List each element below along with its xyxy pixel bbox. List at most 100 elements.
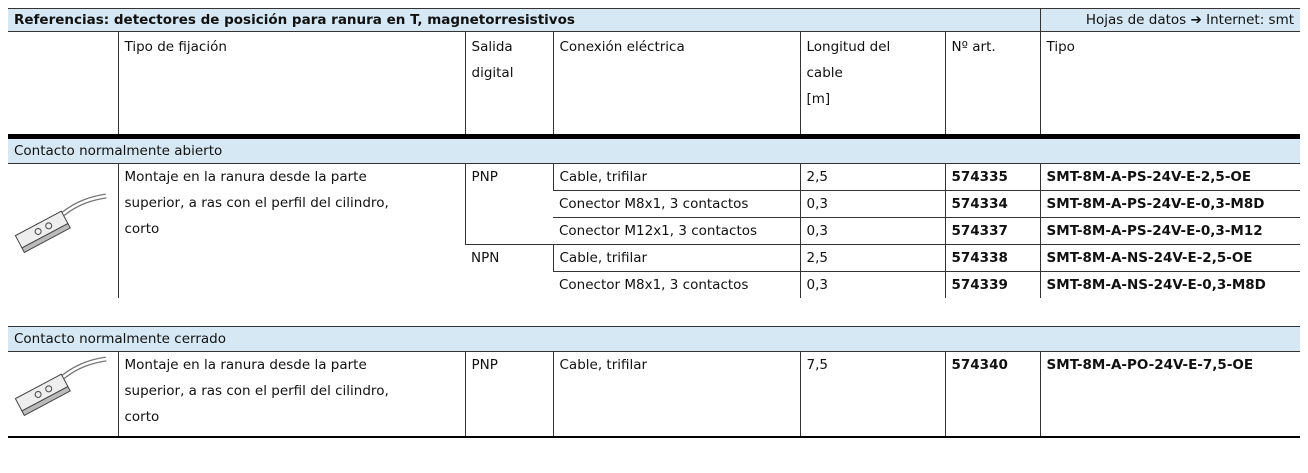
sensor-icon: [14, 356, 107, 416]
type-code: SMT-8M-A-PO-24V-E-7,5-OE: [1046, 357, 1254, 373]
header-cell: Nº art.: [944, 31, 1041, 139]
header-row: Tipo de fijación Salida digital Conexión el…: [8, 31, 1301, 139]
cable-length: 2,5: [806, 250, 828, 266]
type-code-cell: SMT-8M-A-PS-24V-E-0,3-M12: [1039, 217, 1301, 245]
part-number-cell: 574339: [944, 271, 1041, 298]
section-cell: Contacto normalmente abierto: [8, 136, 1301, 164]
output-cell: PNP: [464, 351, 553, 438]
part-number: 574340: [951, 357, 1008, 373]
arrow: ➔: [1190, 12, 1202, 28]
type-code: SMT-8M-A-PS-24V-E-2,5-OE: [1046, 169, 1252, 185]
mounting-text: corto: [124, 409, 160, 425]
header-label: digital: [471, 65, 514, 81]
cable-length-cell: 0,3: [799, 271, 945, 298]
cable-length-cell: 2,5: [799, 163, 945, 191]
part-number-cell: 574340: [944, 351, 1041, 438]
sensor-icon: [14, 193, 107, 253]
section-title: Contacto normalmente cerrado: [14, 331, 226, 347]
mounting-text: superior, a ras con el perfil del cilind…: [124, 383, 389, 399]
connection: Cable, trifilar: [559, 250, 648, 266]
mounting-text: Montaje en la ranura desde la parte: [124, 357, 367, 373]
order-table: Referencias: detectores de posición para…: [8, 8, 1301, 438]
part-number: 574337: [951, 223, 1008, 239]
header-label: Nº art.: [951, 39, 996, 55]
datasheet-cell: Hojas de datos ➔ Internet: smt: [1039, 8, 1301, 32]
datasheet-link: Internet: smt: [1206, 12, 1295, 28]
header-cell: Longitud del cable [m]: [799, 31, 945, 139]
header-cell: Salida digital: [464, 31, 553, 139]
data-row: Conector M12x1, 3 contactos 0,3 574337 SMT-…: [8, 217, 1301, 245]
section-cell: Contacto normalmente cerrado: [8, 326, 1301, 352]
header-cell: Tipo de fijación: [117, 31, 465, 139]
output-cell: PNP: [464, 163, 553, 245]
header-label: [m]: [806, 91, 831, 107]
cable-length-cell: 7,5: [799, 351, 945, 438]
header-label: Longitud del: [806, 39, 891, 55]
connection-cell: Conector M8x1, 3 contactos: [553, 190, 800, 218]
type-code: SMT-8M-A-NS-24V-E-2,5-OE: [1046, 250, 1253, 266]
part-number-cell: 574337: [944, 217, 1041, 245]
header-cell: Conexión eléctrica: [552, 31, 800, 139]
connection-cell: Cable, trifilar: [552, 351, 800, 438]
type-code-cell: SMT-8M-A-PS-24V-E-0,3-M8D: [1039, 190, 1301, 218]
mounting-text: corto: [124, 221, 160, 237]
title-row: Referencias: detectores de posición para…: [8, 8, 1301, 32]
type-code: SMT-8M-A-PS-24V-E-0,3-M12: [1046, 223, 1263, 239]
table-title: Referencias: detectores de posición para…: [14, 12, 575, 28]
type-code-cell: SMT-8M-A-NS-24V-E-0,3-M8D: [1039, 271, 1301, 298]
cable-length-cell: 0,3: [799, 217, 945, 245]
mounting-text: Montaje en la ranura desde la parte: [124, 169, 367, 185]
connection: Conector M8x1, 3 contactos: [559, 196, 749, 212]
part-number-cell: 574335: [944, 163, 1041, 191]
data-row: Conector M8x1, 3 contactos 0,3 574334 SMT-8…: [8, 190, 1301, 218]
header-label: Conexión eléctrica: [559, 39, 685, 55]
cable-length: 2,5: [806, 169, 828, 185]
connection-cell: Cable, trifilar: [552, 244, 800, 272]
data-row: NPN Cable, trifilar 2,5 574338 SMT-8M-A-NS-2…: [8, 244, 1301, 298]
part-number: 574338: [951, 250, 1008, 266]
mounting-text: superior, a ras con el perfil del cilind…: [124, 195, 389, 211]
type-code-cell: SMT-8M-A-PS-24V-E-2,5-OE: [1039, 163, 1301, 191]
cable-length-cell: 2,5: [799, 244, 945, 272]
datasheet-label: Hojas de datos: [1085, 12, 1187, 28]
connection: Cable, trifilar: [559, 357, 648, 373]
cable-length: 7,5: [806, 357, 828, 373]
section-row: Contacto normalmente abierto: [8, 136, 1301, 164]
image-cell: [8, 351, 118, 438]
data-row: Montaje en la ranura desde la parte super…: [8, 351, 1301, 438]
connection-cell: Conector M12x1, 3 contactos: [553, 217, 800, 245]
document: Referencias: detectores de posición para…: [8, 8, 1301, 438]
connection-cell: Conector M8x1, 3 contactos: [553, 271, 800, 298]
section-title: Contacto normalmente abierto: [14, 143, 223, 159]
part-number: 574335: [951, 169, 1008, 185]
connection: Cable, trifilar: [559, 169, 648, 185]
type-code: SMT-8M-A-PS-24V-E-0,3-M8D: [1046, 196, 1265, 212]
section-row: Contacto normalmente cerrado: [8, 326, 1301, 352]
output-type: PNP: [471, 169, 498, 185]
part-number-cell: 574338: [944, 244, 1041, 272]
header-cell: Tipo: [1039, 31, 1301, 139]
part-number-cell: 574334: [944, 190, 1041, 218]
header-cell: [8, 31, 118, 139]
output-type: PNP: [471, 357, 498, 373]
image-cell: [8, 163, 118, 298]
data-row: Conector M8x1, 3 contactos 0,3 574339 SMT-8…: [8, 271, 1301, 298]
connection-cell: Cable, trifilar: [552, 163, 800, 191]
spacer-row: [8, 298, 1300, 327]
title-cell: Referencias: detectores de posición para…: [8, 8, 1041, 32]
table-body: Referencias: detectores de posición para…: [8, 8, 1301, 438]
spacer-cell: [8, 298, 1300, 327]
header-label: Tipo de fijación: [124, 39, 227, 55]
type-code: SMT-8M-A-NS-24V-E-0,3-M8D: [1046, 277, 1266, 293]
cable-length-cell: 0,3: [799, 190, 945, 218]
type-code-cell: SMT-8M-A-PO-24V-E-7,5-OE: [1039, 351, 1301, 438]
type-code-cell: SMT-8M-A-NS-24V-E-2,5-OE: [1039, 244, 1301, 272]
cable-length: 0,3: [806, 277, 828, 293]
part-number: 574334: [951, 196, 1008, 212]
header-label: Salida: [471, 39, 513, 55]
cable-length: 0,3: [806, 223, 828, 239]
header-label: Tipo: [1046, 39, 1075, 55]
output-type: NPN: [471, 250, 500, 266]
part-number: 574339: [951, 277, 1008, 293]
